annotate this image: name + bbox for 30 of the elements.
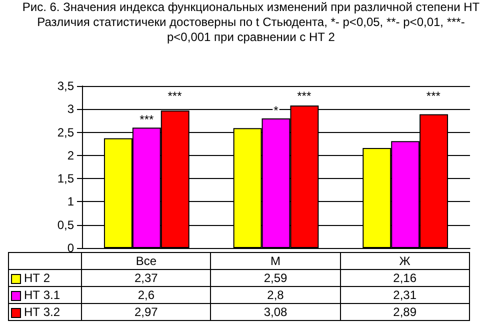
x-tick-label: Все	[82, 252, 211, 270]
data-label: 2,31	[340, 286, 470, 304]
annotation: ***	[168, 89, 182, 103]
chart-subtitle: Различия статистичеки достоверны по t Стьюдента, *- p<0,05, **- p<0,01, ***- p<0,001 при сравнении с НТ 2	[36, 15, 466, 45]
legend-label: НТ 3.2	[24, 305, 60, 319]
data-label: 2,89	[340, 304, 470, 320]
data-label: 2,8	[210, 286, 340, 304]
y-tick-label: 3	[67, 102, 74, 116]
y-tick-label: 2,5	[57, 125, 74, 140]
annotation: ***	[426, 89, 441, 103]
data-label: 2,6	[82, 286, 211, 304]
y-tick-label: 1	[67, 194, 74, 209]
data-label: 3,08	[210, 304, 340, 320]
data-label: 2,16	[340, 270, 470, 286]
annotation: *	[274, 103, 279, 118]
legend-label: НТ 2	[24, 271, 50, 285]
annotation: ***	[140, 112, 154, 127]
data-label: 2,37	[82, 270, 211, 286]
y-tick-label: 1,5	[57, 172, 74, 186]
x-tick-label: М	[210, 252, 340, 270]
chart-title: Рис. 6. Значения индекса функциональных изменений при различной степени НТ	[21, 0, 481, 15]
legend-label: НТ 3.1	[24, 288, 60, 302]
y-tick-label: 3,5	[57, 79, 74, 93]
y-tick-label: 2	[67, 148, 74, 162]
data-label: 2,59	[210, 270, 340, 286]
y-tick-label: 0	[67, 241, 74, 255]
annotation: ***	[297, 89, 312, 103]
y-tick-label: 0,5	[57, 218, 74, 232]
data-label: 2,97	[82, 304, 211, 320]
x-tick-label: Ж	[340, 252, 470, 270]
